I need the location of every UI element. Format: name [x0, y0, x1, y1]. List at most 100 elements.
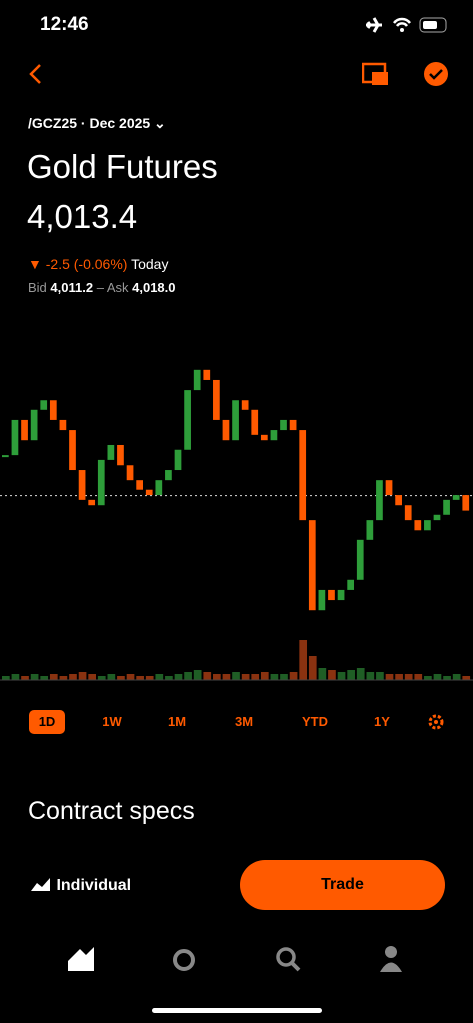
volume-bar [117, 676, 125, 680]
candle [289, 419, 297, 431]
candle [126, 465, 134, 481]
volume-bar [232, 672, 240, 680]
volume-bar [308, 656, 317, 680]
volume-bar [2, 676, 10, 680]
volume-bar [241, 674, 250, 680]
tab-portfolio[interactable] [68, 947, 94, 971]
watchlist-check[interactable] [424, 62, 450, 88]
picture-in-picture[interactable] [362, 62, 390, 88]
candle [356, 539, 364, 580]
candle [2, 455, 9, 458]
volume-bar [270, 674, 279, 680]
candle [59, 419, 67, 431]
trade-button[interactable]: Trade [240, 860, 445, 910]
candle [414, 520, 422, 531]
bid: 4,011.2 [50, 280, 94, 295]
range-option[interactable]: 3M [234, 714, 254, 729]
title: Gold Futures [27, 148, 218, 185]
candle [280, 419, 287, 431]
range-option[interactable]: 1M [167, 714, 187, 729]
volume-bar [49, 674, 58, 680]
volume-bar [203, 672, 212, 680]
volume-bar [433, 674, 442, 680]
volume-bar [452, 674, 461, 680]
volume-bar [97, 676, 106, 680]
volume-bar [347, 670, 355, 680]
candle [21, 419, 28, 441]
volume-bar [328, 670, 336, 680]
tab-search[interactable] [276, 947, 296, 967]
price: 4,013.4 [27, 198, 138, 235]
candle [366, 520, 374, 540]
candle [30, 409, 38, 441]
back-button[interactable] [26, 62, 46, 88]
change-period: Today [131, 256, 169, 272]
candle [347, 579, 355, 590]
volume-bar [30, 674, 39, 680]
candle [203, 369, 211, 380]
candle [40, 400, 48, 410]
account-icon [31, 878, 50, 891]
candle [88, 499, 96, 506]
contract-selector[interactable]: /GCZ25 · Dec 2025 ⌄ [28, 115, 166, 131]
candle [404, 505, 412, 521]
range-option[interactable]: 1Y [374, 714, 390, 729]
candle [136, 480, 143, 490]
range-option[interactable]: 1W [102, 714, 122, 729]
candle [222, 419, 230, 441]
range-selector: 1D 1W 1M 3M YTD 1Y [0, 710, 473, 734]
range-option[interactable]: 1D [29, 710, 65, 734]
candle [11, 419, 19, 456]
candle [193, 369, 201, 391]
candle [165, 470, 172, 481]
range-option[interactable]: YTD [302, 714, 328, 729]
candle [251, 409, 259, 435]
candle [328, 589, 335, 601]
volume-bar [69, 674, 77, 680]
trade-label: Trade [321, 876, 364, 893]
volume-bar [366, 672, 375, 680]
tab-markets[interactable] [173, 949, 195, 971]
contract: /GCZ25 · Dec 2025 [28, 115, 151, 131]
price-chart [0, 369, 473, 681]
candle [184, 390, 191, 450]
volume-bar [414, 674, 423, 680]
candle [97, 459, 105, 506]
candle [232, 400, 239, 441]
candle [443, 499, 450, 515]
candle [337, 589, 345, 601]
candle [78, 470, 86, 500]
candle [213, 379, 220, 420]
candle [299, 430, 307, 521]
volume-bar [424, 676, 432, 680]
volume-bar [299, 640, 308, 680]
candle [49, 400, 57, 420]
volume-bar [443, 676, 451, 680]
section-title: Contract specs [28, 797, 195, 825]
status-icons [366, 17, 447, 33]
volume-bar [213, 674, 221, 680]
candle [117, 444, 124, 466]
volume-bar [193, 670, 202, 680]
candle [318, 589, 326, 611]
volume-bar [11, 674, 20, 680]
volume-bar [88, 674, 96, 680]
volume-bar [222, 674, 231, 680]
candle [155, 480, 163, 496]
home-indicator [152, 1008, 322, 1013]
volume-bar [78, 672, 87, 680]
chart-settings[interactable] [427, 713, 445, 731]
volume-bar [404, 674, 413, 680]
tab-account[interactable] [385, 946, 397, 958]
volume-bar [40, 676, 49, 680]
volume-bar [356, 668, 365, 680]
account-selector[interactable]: Individual [30, 875, 131, 895]
volume-bar [289, 672, 298, 680]
volume-bar [318, 668, 327, 680]
volume-bar [251, 674, 260, 680]
candle [424, 520, 431, 531]
volume-bar [145, 676, 154, 680]
candle [376, 480, 383, 521]
volume-bar [21, 676, 29, 680]
